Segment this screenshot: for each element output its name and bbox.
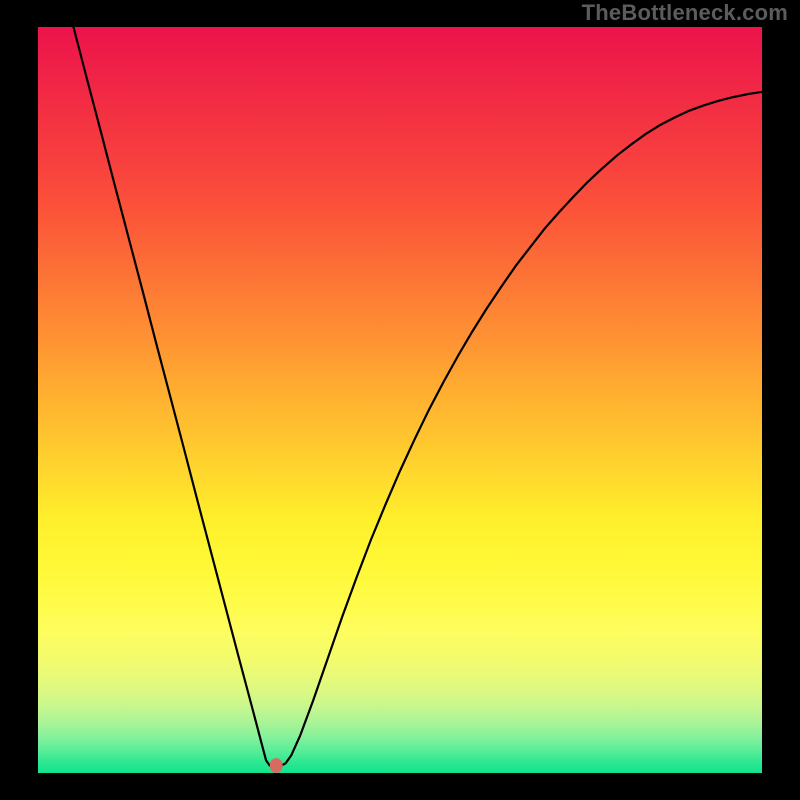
minimum-marker [270, 758, 283, 773]
watermark-text: TheBottleneck.com [582, 0, 788, 26]
bottleneck-plot [0, 0, 800, 800]
plot-background [38, 27, 762, 773]
outer-frame: TheBottleneck.com [0, 0, 800, 800]
